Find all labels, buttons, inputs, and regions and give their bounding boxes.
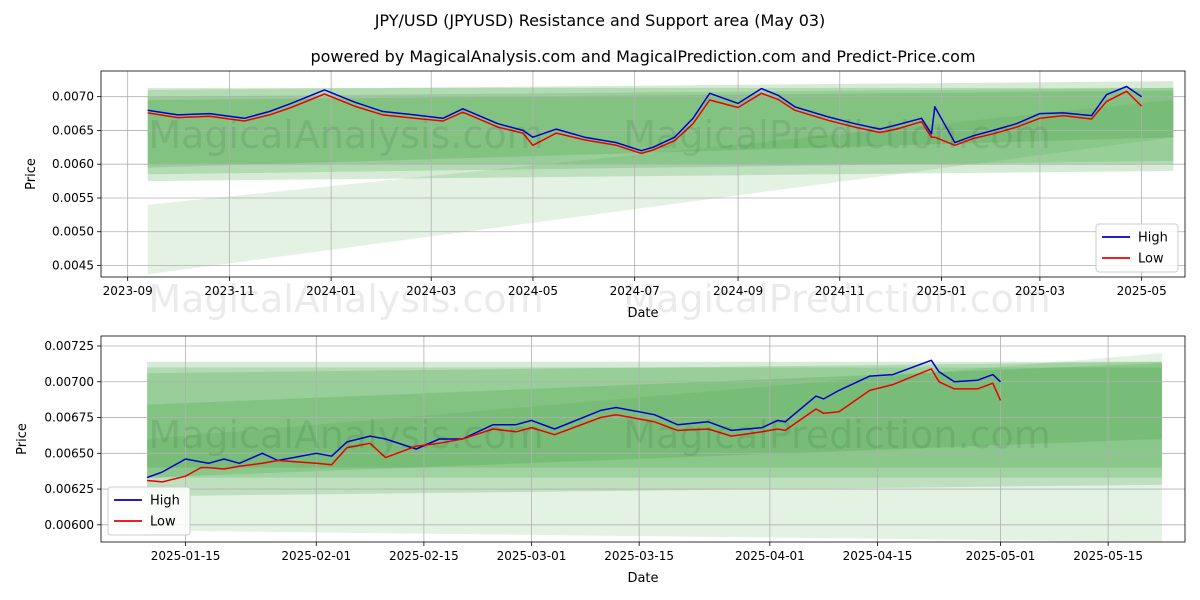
- x-tick-label: 2023-11: [204, 284, 254, 298]
- watermark-text: MagicalAnalysis.com: [148, 277, 543, 321]
- x-tick-label: 2024-11: [815, 284, 865, 298]
- axes-frame: [100, 70, 1186, 278]
- x-tick-label: 2025-03: [1015, 284, 1065, 298]
- series-line-low: [147, 368, 1002, 483]
- x-axis-label: Date: [627, 306, 658, 321]
- y-tick-label: 0.00625: [44, 482, 94, 496]
- resistance-support-band: [147, 363, 1162, 478]
- x-tick-label: 2025-03-15: [604, 549, 674, 563]
- y-tick-label: 0.00675: [44, 411, 94, 425]
- y-axis-label: Price: [24, 158, 39, 190]
- x-tick-label: 2025-05-15: [1073, 549, 1143, 563]
- series-line-high: [146, 359, 1002, 479]
- legend-label-high: High: [1138, 231, 1168, 246]
- legend-label-low: Low: [1138, 252, 1164, 267]
- y-tick-label: 0.0050: [52, 225, 94, 239]
- plot-area: [101, 71, 1185, 277]
- legend-label-low: Low: [150, 515, 176, 530]
- plot-area: [101, 336, 1185, 542]
- y-tick-label: 0.0060: [52, 157, 94, 171]
- y-axis-label: Price: [15, 423, 30, 455]
- resistance-support-band: [147, 100, 1174, 275]
- watermark-text: MagicalPrediction.com: [623, 277, 1051, 321]
- y-tick-label: 0.00650: [44, 446, 94, 460]
- y-tick-label: 0.00725: [44, 339, 94, 353]
- x-tick-label: 2025-01-15: [151, 549, 221, 563]
- y-tick-label: 0.0065: [52, 123, 94, 137]
- x-tick-label: 2024-09: [713, 284, 763, 298]
- x-tick-label: 2024-07: [610, 284, 660, 298]
- x-tick-label: 2025-05-01: [966, 549, 1036, 563]
- x-tick-label: 2024-05: [508, 284, 558, 298]
- upper-chart-panel: MagicalAnalysis.com MagicalPrediction.com…: [24, 70, 1186, 321]
- watermark-text: MagicalPrediction.com: [623, 113, 1051, 157]
- x-axis-label: Date: [627, 571, 658, 586]
- series-line-high: [147, 85, 1143, 152]
- axes-frame: [100, 335, 1186, 543]
- resistance-support-band: [147, 361, 1162, 497]
- x-tick-label: 2025-04-15: [843, 549, 913, 563]
- resistance-support-band: [147, 81, 1174, 168]
- x-tick-label: 2025-03-01: [497, 549, 567, 563]
- y-tick-label: 0.00600: [44, 518, 94, 532]
- x-tick-label: 2025-05: [1117, 284, 1167, 298]
- legend-label-high: High: [150, 494, 180, 509]
- chart-subtitle: powered by MagicalAnalysis.com and Magic…: [310, 47, 975, 66]
- lower-chart-panel: MagicalAnalysis.com MagicalPrediction.com…: [15, 335, 1186, 586]
- y-tick-label: 0.0055: [52, 191, 94, 205]
- legend-box: [107, 486, 191, 536]
- x-tick-label: 2024-01: [306, 284, 356, 298]
- y-tick-label: 0.0070: [52, 90, 94, 104]
- watermark-text: MagicalAnalysis.com: [148, 113, 543, 157]
- x-tick-label: 2025-04-01: [735, 549, 805, 563]
- x-tick-label: 2024-03: [406, 284, 456, 298]
- x-tick-label: 2025-02-01: [281, 549, 351, 563]
- legend-box: [1095, 223, 1179, 273]
- series-line-low: [147, 90, 1143, 155]
- y-tick-label: 0.00700: [44, 375, 94, 389]
- x-tick-label: 2025-01: [916, 284, 966, 298]
- resistance-support-band: [147, 87, 1174, 175]
- watermark-text: MagicalPrediction.com: [623, 413, 1051, 457]
- resistance-support-band: [147, 87, 1174, 165]
- x-tick-label: 2025-02-15: [389, 549, 459, 563]
- resistance-support-band: [147, 353, 1162, 542]
- watermark-text: MagicalAnalysis.com: [148, 413, 543, 457]
- resistance-support-band: [147, 361, 1162, 478]
- legend: High Low: [107, 486, 191, 536]
- x-tick-label: 2023-09: [103, 284, 153, 298]
- chart-title: JPY/USD (JPYUSD) Resistance and Support …: [374, 11, 826, 30]
- legend: High Low: [1095, 223, 1179, 273]
- y-tick-label: 0.0045: [52, 259, 94, 273]
